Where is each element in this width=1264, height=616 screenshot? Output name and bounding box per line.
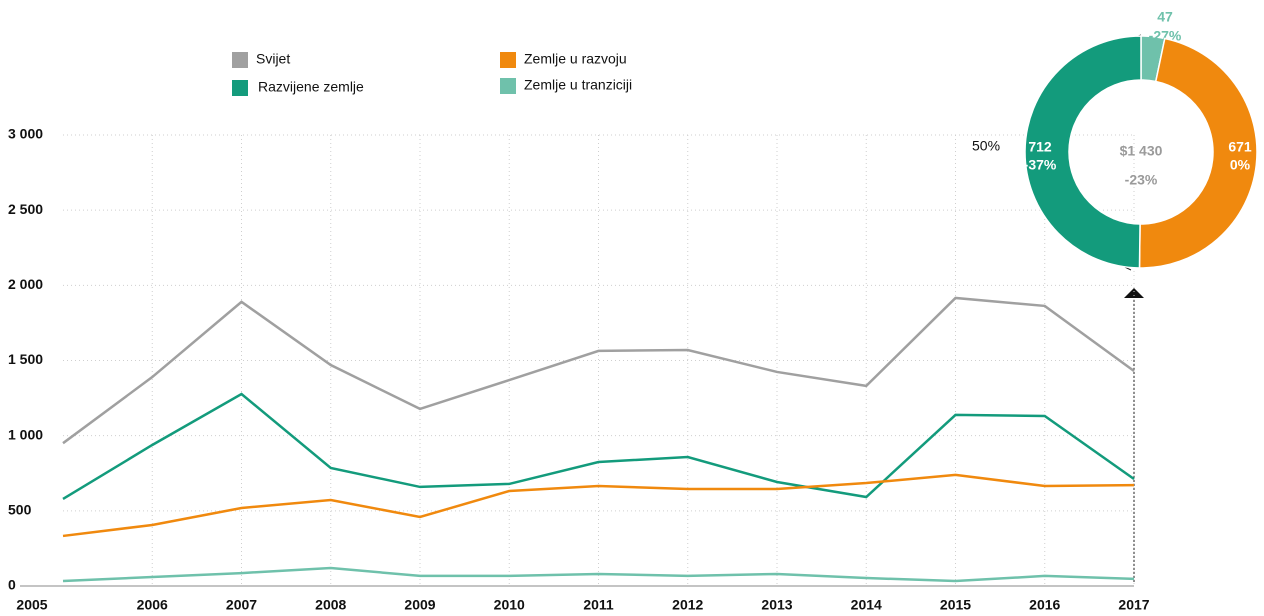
x-tick-label: 2011 [583, 597, 614, 613]
x-tick-label: 2015 [940, 597, 971, 613]
legend-swatch [232, 52, 248, 68]
legend-label: Zemlje u tranziciji [524, 77, 632, 93]
donut-segment [1138, 37, 1258, 269]
segment-value: 47 [1157, 9, 1173, 25]
segment-value: 712 [1028, 139, 1052, 155]
half-annotation: 50% [972, 138, 1000, 154]
legend-label: Svijet [256, 51, 290, 67]
series-line [62, 296, 1135, 445]
legend-swatch [500, 52, 516, 68]
x-tick-label: 2013 [761, 597, 792, 613]
x-tick-label: 2006 [137, 597, 168, 613]
x-tick-label: 2014 [851, 597, 882, 613]
total-value: $1 430 [1120, 143, 1163, 159]
total-change: -23% [1125, 172, 1158, 188]
legend-label: Zemlje u razvoju [524, 51, 627, 67]
x-tick-label: 2010 [494, 597, 525, 613]
y-tick-label: 0 [8, 577, 16, 593]
legend-label: Razvijene zemlje [258, 79, 364, 95]
donut-segment [1024, 35, 1142, 269]
segment-value: 671 [1228, 139, 1252, 155]
series-line [62, 473, 1135, 538]
x-tick-label: 2017 [1118, 597, 1149, 613]
y-tick-label: 500 [8, 502, 32, 518]
y-tick-label: 2 000 [8, 276, 43, 292]
x-tick-label: 2005 [16, 597, 47, 613]
series-line [62, 566, 1135, 583]
x-tick-label: 2009 [404, 597, 435, 613]
x-tick-label: 2012 [672, 597, 703, 613]
series-line [62, 392, 1135, 501]
x-tick-label: 2008 [315, 597, 346, 613]
y-tick-label: 1 500 [8, 351, 43, 367]
y-tick-label: 3 000 [8, 126, 43, 142]
y-tick-label: 1 000 [8, 426, 43, 442]
legend-swatch [500, 78, 516, 94]
segment-change: 0% [1230, 157, 1251, 173]
segment-change: -37% [1024, 157, 1057, 173]
y-tick-label: 2 500 [8, 201, 43, 217]
x-tick-label: 2016 [1029, 597, 1060, 613]
legend-swatch [232, 80, 248, 96]
pointer-arrow [1124, 288, 1144, 298]
x-tick-label: 2007 [226, 597, 257, 613]
segment-change: -27% [1149, 28, 1182, 44]
